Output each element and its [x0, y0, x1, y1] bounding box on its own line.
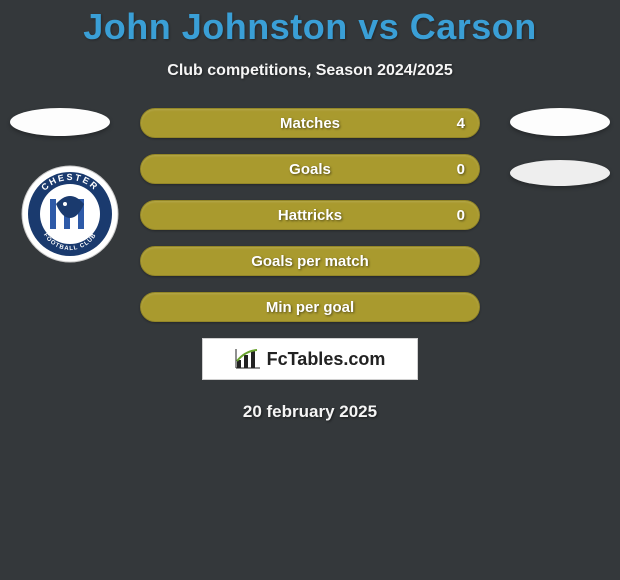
- stat-right-value: 4: [457, 115, 465, 132]
- stat-label: Goals: [289, 161, 331, 178]
- bar-chart-icon: [235, 348, 261, 370]
- comparison-panel: CHESTER FOOTBALL CLUB Matches 4 Goals 0 …: [0, 108, 620, 422]
- stat-row-matches: Matches 4: [140, 108, 480, 138]
- fctables-logo[interactable]: FcTables.com: [202, 338, 418, 380]
- player-left-placeholder: [10, 108, 110, 136]
- player-right-placeholder-1: [510, 108, 610, 136]
- stat-label: Matches: [280, 115, 340, 132]
- footer-date: 20 february 2025: [0, 402, 620, 422]
- page-title: John Johnston vs Carson: [0, 0, 620, 48]
- stat-bars: Matches 4 Goals 0 Hattricks 0 Goals per …: [140, 108, 480, 322]
- stat-row-goals: Goals 0: [140, 154, 480, 184]
- page-subtitle: Club competitions, Season 2024/2025: [0, 62, 620, 80]
- crest-icon: CHESTER FOOTBALL CLUB: [20, 164, 120, 264]
- stat-row-hattricks: Hattricks 0: [140, 200, 480, 230]
- stat-label: Min per goal: [266, 299, 354, 316]
- stat-right-value: 0: [457, 161, 465, 178]
- stat-row-min-per-goal: Min per goal: [140, 292, 480, 322]
- stat-row-goals-per-match: Goals per match: [140, 246, 480, 276]
- stat-label: Goals per match: [251, 253, 369, 270]
- player-right-placeholder-2: [510, 160, 610, 186]
- stat-right-value: 0: [457, 207, 465, 224]
- stat-label: Hattricks: [278, 207, 342, 224]
- fctables-logo-text: FcTables.com: [267, 349, 386, 370]
- club-crest-chester: CHESTER FOOTBALL CLUB: [20, 164, 120, 264]
